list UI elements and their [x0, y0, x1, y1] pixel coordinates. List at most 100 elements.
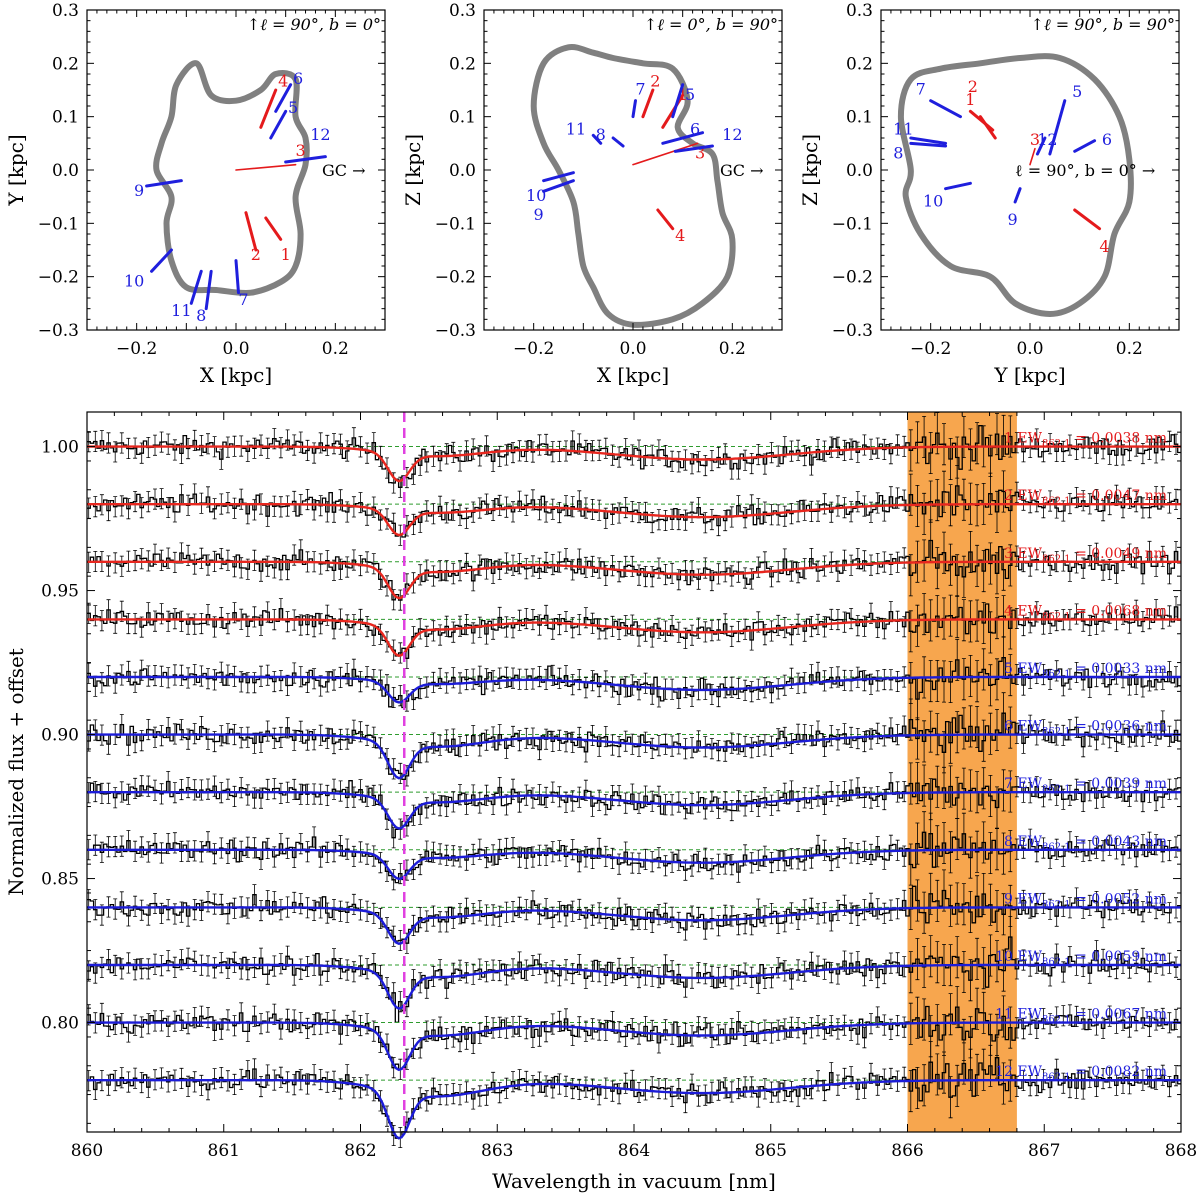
- model-fit: [87, 906, 1181, 945]
- model-fit: [87, 733, 1181, 780]
- x-axis-label: Wavelength in vacuum [nm]: [492, 1169, 776, 1193]
- sightline-label-3: 3: [695, 144, 705, 163]
- sightline-label-11: 11: [171, 301, 191, 320]
- sightline-label-10: 10: [526, 186, 546, 205]
- x-tick-label: −0.2: [513, 339, 554, 359]
- sightline-label-8: 8: [596, 125, 606, 144]
- sightline-label-11: 11: [566, 120, 586, 139]
- x-tick-label: 860: [71, 1141, 103, 1161]
- sightline-2: [244, 211, 258, 252]
- sightline-5: [269, 109, 288, 140]
- x-tick-label: 862: [344, 1141, 376, 1161]
- sightline-label-7: 7: [635, 80, 645, 99]
- sightline-label-5: 5: [288, 98, 298, 117]
- y-tick-label: 0.0: [449, 161, 476, 181]
- sightline-label-12: 12: [310, 125, 330, 144]
- y-tick-label: −0.2: [832, 268, 873, 288]
- ew-label: 5 EW862.1 = 0.0033 nm: [1004, 661, 1167, 680]
- sightline-label-1: 1: [965, 90, 975, 109]
- y-tick-label: −0.3: [832, 321, 873, 341]
- y-tick-label: 1.00: [41, 438, 79, 458]
- sightline-7: [631, 99, 637, 119]
- y-tick-label: 0.2: [846, 54, 873, 74]
- y-tick-label: 0.90: [41, 726, 79, 746]
- sightline-label-10: 10: [124, 272, 144, 291]
- spectrum-9: 9 EW862.1 = 0.0052 nm: [86, 869, 1181, 954]
- x-tick-label: 0.2: [719, 339, 746, 359]
- x-tick-label: 0.2: [1116, 339, 1143, 359]
- sightline-8: [909, 141, 948, 148]
- sightline-label-2: 2: [968, 77, 978, 96]
- sightline-1: [661, 93, 685, 129]
- x-tick-label: −0.2: [116, 339, 157, 359]
- y-tick-label: 0.1: [449, 108, 476, 128]
- model-fit: [87, 503, 1181, 537]
- y-tick-label: 0.2: [52, 54, 79, 74]
- y-tick-label: 0.95: [41, 582, 79, 602]
- spectrum-3: 3 EW862.1 = 0.0049 nm: [86, 519, 1181, 611]
- spectra-panel: 1 EW862.1 = 0.0038 nm 2 EW862.1 = 0.0047 …: [4, 411, 1197, 1193]
- sightline-label-11: 11: [893, 120, 913, 139]
- model-fit: [87, 963, 1181, 1010]
- x-tick-label: 867: [1028, 1141, 1060, 1161]
- sightline-12: [661, 131, 705, 145]
- spectrum-11: 11 EW862.1 = 0.0067 nm: [86, 986, 1181, 1080]
- sightline-11: [909, 136, 948, 145]
- y-tick-label: 0.1: [846, 108, 873, 128]
- ew-label: 12 EW862.1 = 0.0082 nm: [995, 1064, 1167, 1083]
- ew-label: 8 EW862.1 = 0.0043 nm: [1004, 834, 1167, 853]
- model-fit: [87, 445, 1181, 483]
- sightline-label-9: 9: [534, 205, 544, 224]
- spectrum-data: [87, 885, 1181, 944]
- model-fit: [87, 675, 1181, 704]
- ew-label: 7 EW862.1 = 0.0039 nm: [1004, 776, 1167, 795]
- ew-label: 4 EW862.1 = 0.0068 nm: [1004, 603, 1167, 622]
- ew-label: 2 EW862.1 = 0.0047 nm: [1004, 488, 1167, 507]
- spectrum-5: 5 EW862.1 = 0.0033 nm: [86, 636, 1181, 721]
- sightline-label-5: 5: [1072, 82, 1082, 101]
- model-fit: [87, 560, 1181, 600]
- model-fit: [87, 791, 1181, 830]
- y-tick-label: 0.80: [41, 1014, 79, 1034]
- y-tick-label: 0.3: [449, 1, 476, 21]
- sightline-12: [284, 155, 327, 164]
- sightline-label-3: 3: [1030, 130, 1040, 149]
- sightline-4: [1073, 208, 1102, 231]
- cloud-contour: [530, 43, 736, 328]
- y-tick-label: −0.3: [38, 321, 79, 341]
- orientation-label: ↑ℓ = 90°, b = 90°: [1031, 15, 1175, 34]
- model-fit: [87, 848, 1181, 881]
- sightline-label-3: 3: [295, 141, 305, 160]
- y-tick-label: 0.3: [846, 1, 873, 21]
- spectrum-12: 12 EW862.1 = 0.0082 nm: [86, 1036, 1181, 1148]
- sightline-label-7: 7: [238, 290, 248, 309]
- sightline-12: [1035, 136, 1047, 156]
- y-tick-label: −0.2: [435, 268, 476, 288]
- x-axis-label: Y [kpc]: [993, 363, 1065, 387]
- sightline-11: [591, 133, 603, 145]
- sightline-6: [673, 144, 714, 153]
- x-axis-label: X [kpc]: [200, 363, 272, 387]
- y-axis-label: Normalized flux + offset: [4, 648, 28, 896]
- sightline-3: [235, 163, 297, 171]
- y-tick-label: −0.1: [435, 214, 476, 234]
- direction-arrow-label: GC →: [322, 161, 366, 180]
- x-tick-label: 864: [618, 1141, 650, 1161]
- spectrum-data: [87, 603, 1181, 659]
- y-tick-label: 0.0: [52, 161, 79, 181]
- spectrum-data: [87, 831, 1181, 884]
- sightline-label-2: 2: [251, 245, 261, 264]
- x-tick-label: 0.0: [619, 339, 646, 359]
- sightline-label-10: 10: [923, 192, 943, 211]
- y-tick-label: −0.1: [38, 214, 79, 234]
- sightline-11: [189, 269, 203, 305]
- x-tick-label: 0.2: [322, 339, 349, 359]
- sightline-7: [234, 259, 240, 295]
- y-tick-label: −0.2: [38, 268, 79, 288]
- spectrum-4: 4 EW862.1 = 0.0068 nm: [86, 593, 1181, 669]
- spectrum-data: [87, 1005, 1181, 1071]
- spectrum-data: [87, 1057, 1181, 1139]
